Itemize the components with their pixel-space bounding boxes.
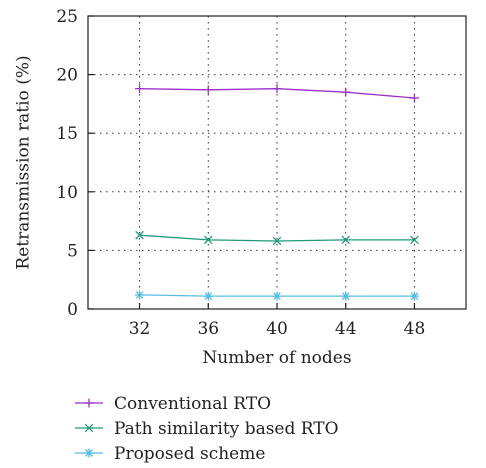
data-point xyxy=(203,85,213,95)
y-tick-label: 10 xyxy=(56,183,78,203)
data-point xyxy=(272,291,282,301)
data-point xyxy=(341,291,351,301)
x-tick-label: 36 xyxy=(197,319,219,339)
legend-marker xyxy=(84,398,94,408)
data-point xyxy=(341,235,351,245)
series-layer xyxy=(135,84,419,301)
legend-marker xyxy=(84,448,94,458)
legend-item: Proposed scheme xyxy=(75,444,265,464)
data-point xyxy=(409,291,419,301)
data-point xyxy=(203,235,213,245)
legend-label: Conventional RTO xyxy=(114,394,271,414)
axes xyxy=(87,15,467,310)
x-tick-label: 48 xyxy=(404,319,426,339)
y-tick-label: 15 xyxy=(56,124,78,144)
series-3 xyxy=(135,290,419,301)
grid-lines xyxy=(88,16,466,309)
plot-frame xyxy=(87,15,467,310)
y-tick-label: 20 xyxy=(56,66,78,86)
legend-label: Path similarity based RTO xyxy=(114,419,339,439)
data-point xyxy=(203,291,213,301)
x-axis-ticks: 32 36 40 44 48 xyxy=(129,303,426,339)
y-tick-label: 0 xyxy=(67,300,78,320)
y-axis-title: Retransmission ratio (%) xyxy=(14,55,34,269)
data-point xyxy=(409,93,419,103)
x-axis-title: Number of nodes xyxy=(202,348,351,368)
data-point xyxy=(135,230,144,240)
x-tick-label: 32 xyxy=(129,319,151,339)
data-point xyxy=(410,235,419,245)
legend-item: Path similarity based RTO xyxy=(75,419,339,439)
legend: Conventional RTO Path similarity based RT… xyxy=(75,394,339,464)
series-1 xyxy=(135,84,419,103)
legend-marker xyxy=(84,423,94,433)
data-point xyxy=(341,87,351,97)
x-tick-label: 44 xyxy=(335,319,357,339)
x-tick-label: 40 xyxy=(266,319,288,339)
data-point xyxy=(272,84,282,94)
y-axis-ticks: 0 5 10 15 20 25 xyxy=(56,7,94,320)
y-tick-label: 25 xyxy=(56,7,78,27)
legend-item: Conventional RTO xyxy=(75,394,271,414)
data-point xyxy=(272,236,282,246)
data-point xyxy=(135,290,145,300)
legend-label: Proposed scheme xyxy=(114,444,265,464)
data-point xyxy=(135,84,145,94)
y-tick-label: 5 xyxy=(67,241,78,261)
series-2 xyxy=(135,230,419,246)
